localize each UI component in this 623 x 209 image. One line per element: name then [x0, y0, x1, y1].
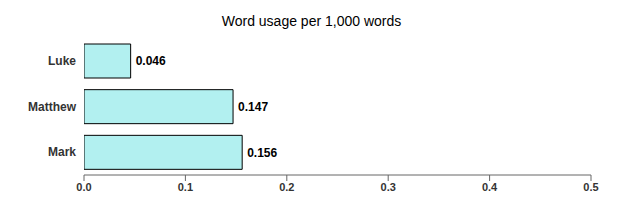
- svg-text:0.147: 0.147: [238, 100, 268, 114]
- svg-text:Luke: Luke: [48, 54, 76, 68]
- svg-text:0.2: 0.2: [279, 181, 294, 193]
- svg-text:Mark: Mark: [48, 145, 76, 159]
- html-text:Word usage per 1,000 words: Word usage per 1,000 words: [221, 13, 402, 29]
- svg-text:0.5: 0.5: [583, 181, 598, 193]
- svg-text:0.1: 0.1: [178, 181, 193, 193]
- svg-text:0.046: 0.046: [136, 54, 166, 68]
- svg-text:0.3: 0.3: [381, 181, 396, 193]
- svg-text:Matthew: Matthew: [28, 100, 77, 114]
- svg-text:0.0: 0.0: [76, 181, 91, 193]
- svg-text:0.4: 0.4: [482, 181, 498, 193]
- svg-text:0.156: 0.156: [247, 146, 277, 160]
